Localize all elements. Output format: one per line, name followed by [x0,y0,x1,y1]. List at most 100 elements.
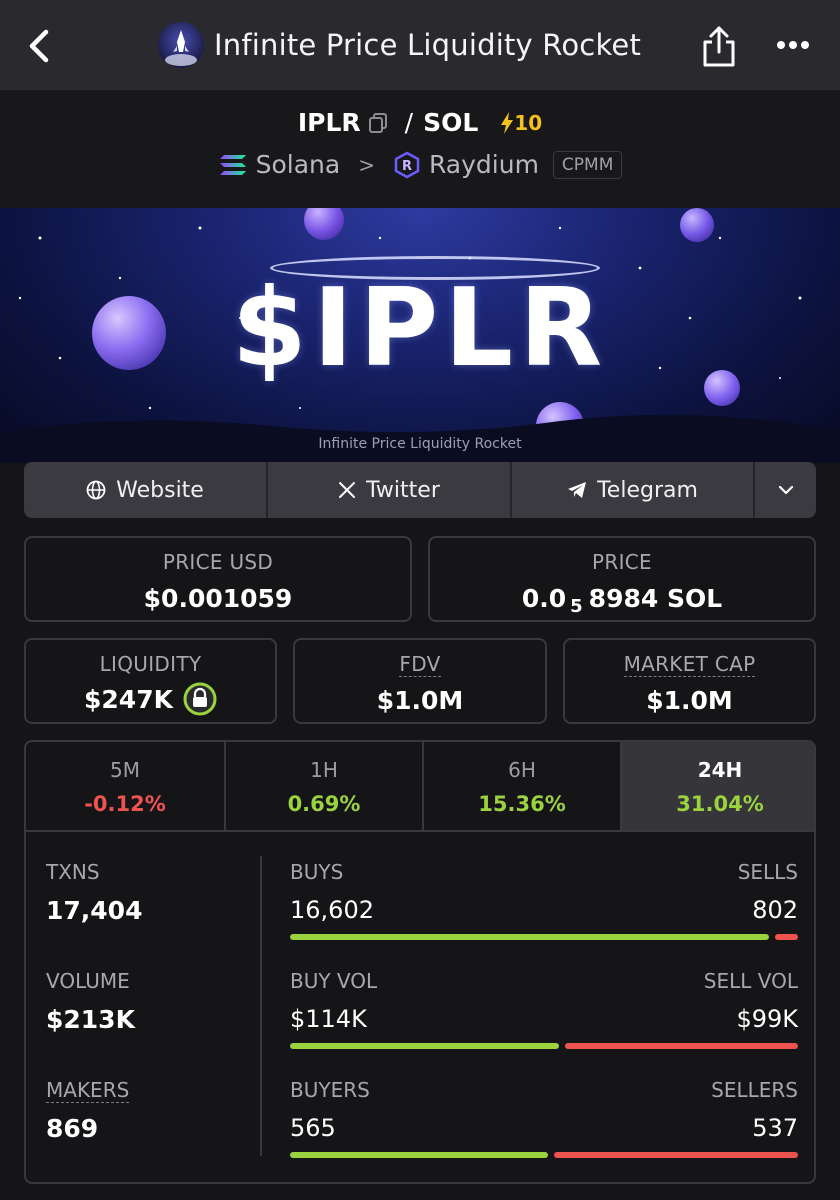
buyers-sellers-bar [290,1152,798,1158]
buys-bar [290,934,769,940]
pair-separator: / [404,108,414,137]
price-sol-value: 0.0 5 8984 SOL [430,584,814,617]
price-sol-box: PRICE 0.0 5 8984 SOL [428,536,816,622]
timeframe-tabs: 5M -0.12% 1H 0.69% 6H 15.36% 24H 31.04% [26,742,814,832]
boost-count: 10 [514,110,543,135]
sell-vol-label: SELL VOL [703,969,798,993]
pool-type-badge: CPMM [552,150,623,179]
column-divider [260,856,262,1156]
tab-24h[interactable]: 24H 31.04% [620,742,814,830]
pair-header: IPLR / SOL 10 Solana > R Raydium CPMM [0,90,840,208]
tab-change: -0.12% [84,792,166,816]
tab-label: 5M [110,758,140,782]
copy-icon[interactable] [368,112,387,133]
token-title: Infinite Price Liquidity Rocket [158,22,641,68]
planet-decoration [704,370,740,406]
makers-label[interactable]: MAKERS [46,1078,130,1103]
lock-icon[interactable] [183,682,217,716]
volume-value: $213K [46,1005,135,1034]
more-links-button[interactable] [753,462,816,518]
volume-split-stat: BUY VOL SELL VOL $114K $99K [290,969,798,1049]
buyers-bar [290,1152,548,1158]
website-label: Website [116,477,204,503]
market-cap-box: MARKET CAP $1.0M [563,638,816,724]
tab-5m[interactable]: 5M -0.12% [26,742,224,830]
buy-vol-value: $114K [290,1005,367,1033]
fdv-box: FDV $1.0M [293,638,547,724]
sells-label: SELLS [737,860,798,884]
tab-change: 31.04% [676,792,764,816]
liquidity-value: $247K [84,684,173,714]
tab-1h[interactable]: 1H 0.69% [224,742,422,830]
telegram-button[interactable]: Telegram [510,462,753,518]
tab-6h[interactable]: 6H 15.36% [422,742,620,830]
svg-text:R: R [402,159,412,174]
tab-label: 6H [508,758,536,782]
banner-ticker: $IPLR [231,266,609,391]
price-prefix: 0.0 [521,584,567,613]
website-button[interactable]: Website [24,462,266,518]
buys-label: BUYS [290,860,344,884]
chevron-right-icon: > [358,152,375,177]
social-links: Website Twitter Telegram [24,462,816,518]
raydium-icon: R [394,151,420,178]
sells-value: 802 [752,896,798,924]
quote-token: SOL [423,108,479,137]
sells-bar [774,934,798,940]
buys-sells-bar [290,934,798,940]
trading-stats-panel: 5M -0.12% 1H 0.69% 6H 15.36% 24H 31.04% … [24,740,816,1184]
fdv-label[interactable]: FDV [399,652,441,677]
planet-decoration [304,208,344,240]
market-cap-label[interactable]: MARKET CAP [623,652,756,677]
top-nav: Infinite Price Liquidity Rocket [0,0,840,90]
makers-stat: MAKERS 869 [46,1078,130,1143]
price-usd-box: PRICE USD $0.001059 [24,536,412,622]
share-icon[interactable] [700,24,738,68]
buys-sells-stat: BUYS SELLS 16,602 802 [290,860,798,940]
twitter-button[interactable]: Twitter [266,462,510,518]
token-logo [158,22,204,68]
buyers-value: 565 [290,1114,336,1142]
txns-label: TXNS [46,860,100,884]
chevron-down-icon [778,485,793,495]
telegram-label: Telegram [597,477,698,503]
hills-decoration [0,414,840,463]
dex-name[interactable]: Raydium [428,150,539,179]
sellers-value: 537 [752,1114,798,1142]
tab-label: 1H [310,758,338,782]
chevron-left-icon[interactable] [22,26,58,66]
price-usd-value: $0.001059 [143,584,293,613]
market-cap-value: $1.0M [646,686,733,715]
price-sol-label: PRICE [592,550,652,574]
price-usd-label: PRICE USD [162,550,274,574]
liquidity-box: LIQUIDITY $247K [24,638,277,724]
token-banner: $IPLR Infinite Price Liquidity Rocket [0,208,840,463]
txns-stat: TXNS 17,404 [46,860,142,925]
boost-badge[interactable]: 10 [500,111,542,135]
tab-change: 0.69% [287,792,361,816]
lightning-icon [501,111,514,134]
sellers-label: SELLERS [711,1078,798,1102]
planet-decoration [92,296,166,370]
page-title: Infinite Price Liquidity Rocket [214,28,642,62]
twitter-label: Twitter [366,477,440,503]
x-logo-icon [339,482,356,498]
ring-decoration [270,256,600,280]
makers-value: 869 [46,1114,99,1143]
volume-split-bar [290,1043,798,1049]
chain-name[interactable]: Solana [255,150,341,179]
more-dots-icon[interactable] [776,38,810,52]
solana-icon [219,154,246,175]
sell-vol-value: $99K [736,1005,798,1033]
buy-vol-label: BUY VOL [290,969,378,993]
volume-label: VOLUME [46,969,130,993]
tab-change: 15.36% [478,792,566,816]
base-token: IPLR [297,108,361,137]
banner-subtitle: Infinite Price Liquidity Rocket [318,436,522,452]
sell-vol-bar [564,1043,798,1049]
buys-value: 16,602 [290,896,374,924]
sellers-bar [553,1152,798,1158]
price-suffix: 8984 SOL [588,584,723,613]
globe-icon [86,480,106,500]
price-zero-count: 5 [570,596,583,617]
